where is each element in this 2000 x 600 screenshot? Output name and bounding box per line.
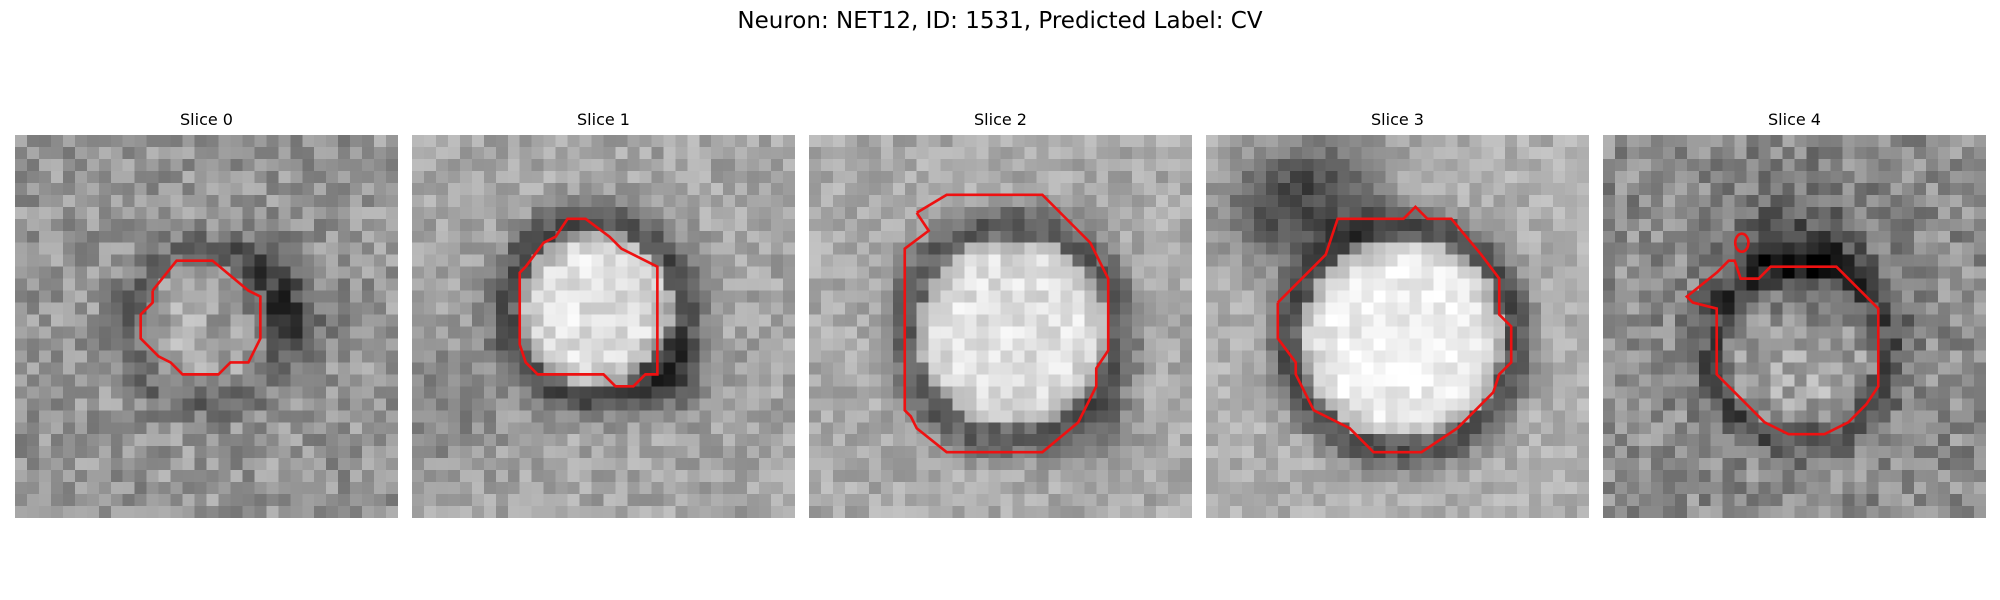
slice-panel-3: Slice 3: [1206, 110, 1589, 518]
slice-image: [809, 135, 1192, 518]
segmentation-contour: [1276, 204, 1513, 454]
slice-title: Slice 1: [577, 110, 630, 129]
figure-title: Neuron: NET12, ID: 1531, Predicted Label…: [737, 8, 1263, 34]
slice-title: Slice 0: [180, 110, 233, 129]
slice-image: [1603, 135, 1986, 518]
slice-title: Slice 4: [1768, 110, 1821, 129]
slice-panel-4: Slice 4: [1603, 110, 1986, 518]
slice-panel-0: Slice 0: [15, 110, 398, 518]
slice-image: [15, 135, 398, 518]
slice-panel-2: Slice 2: [809, 110, 1192, 518]
slice-image: [412, 135, 795, 518]
segmentation-contour: [903, 193, 1110, 454]
slice-image: [1206, 135, 1589, 518]
slice-title: Slice 3: [1371, 110, 1424, 129]
segmentation-contour: [139, 259, 262, 376]
segmentation-contour: [518, 217, 659, 388]
slice-panel-1: Slice 1: [412, 110, 795, 518]
slice-title: Slice 2: [974, 110, 1027, 129]
segmentation-contour: [1684, 232, 1880, 436]
